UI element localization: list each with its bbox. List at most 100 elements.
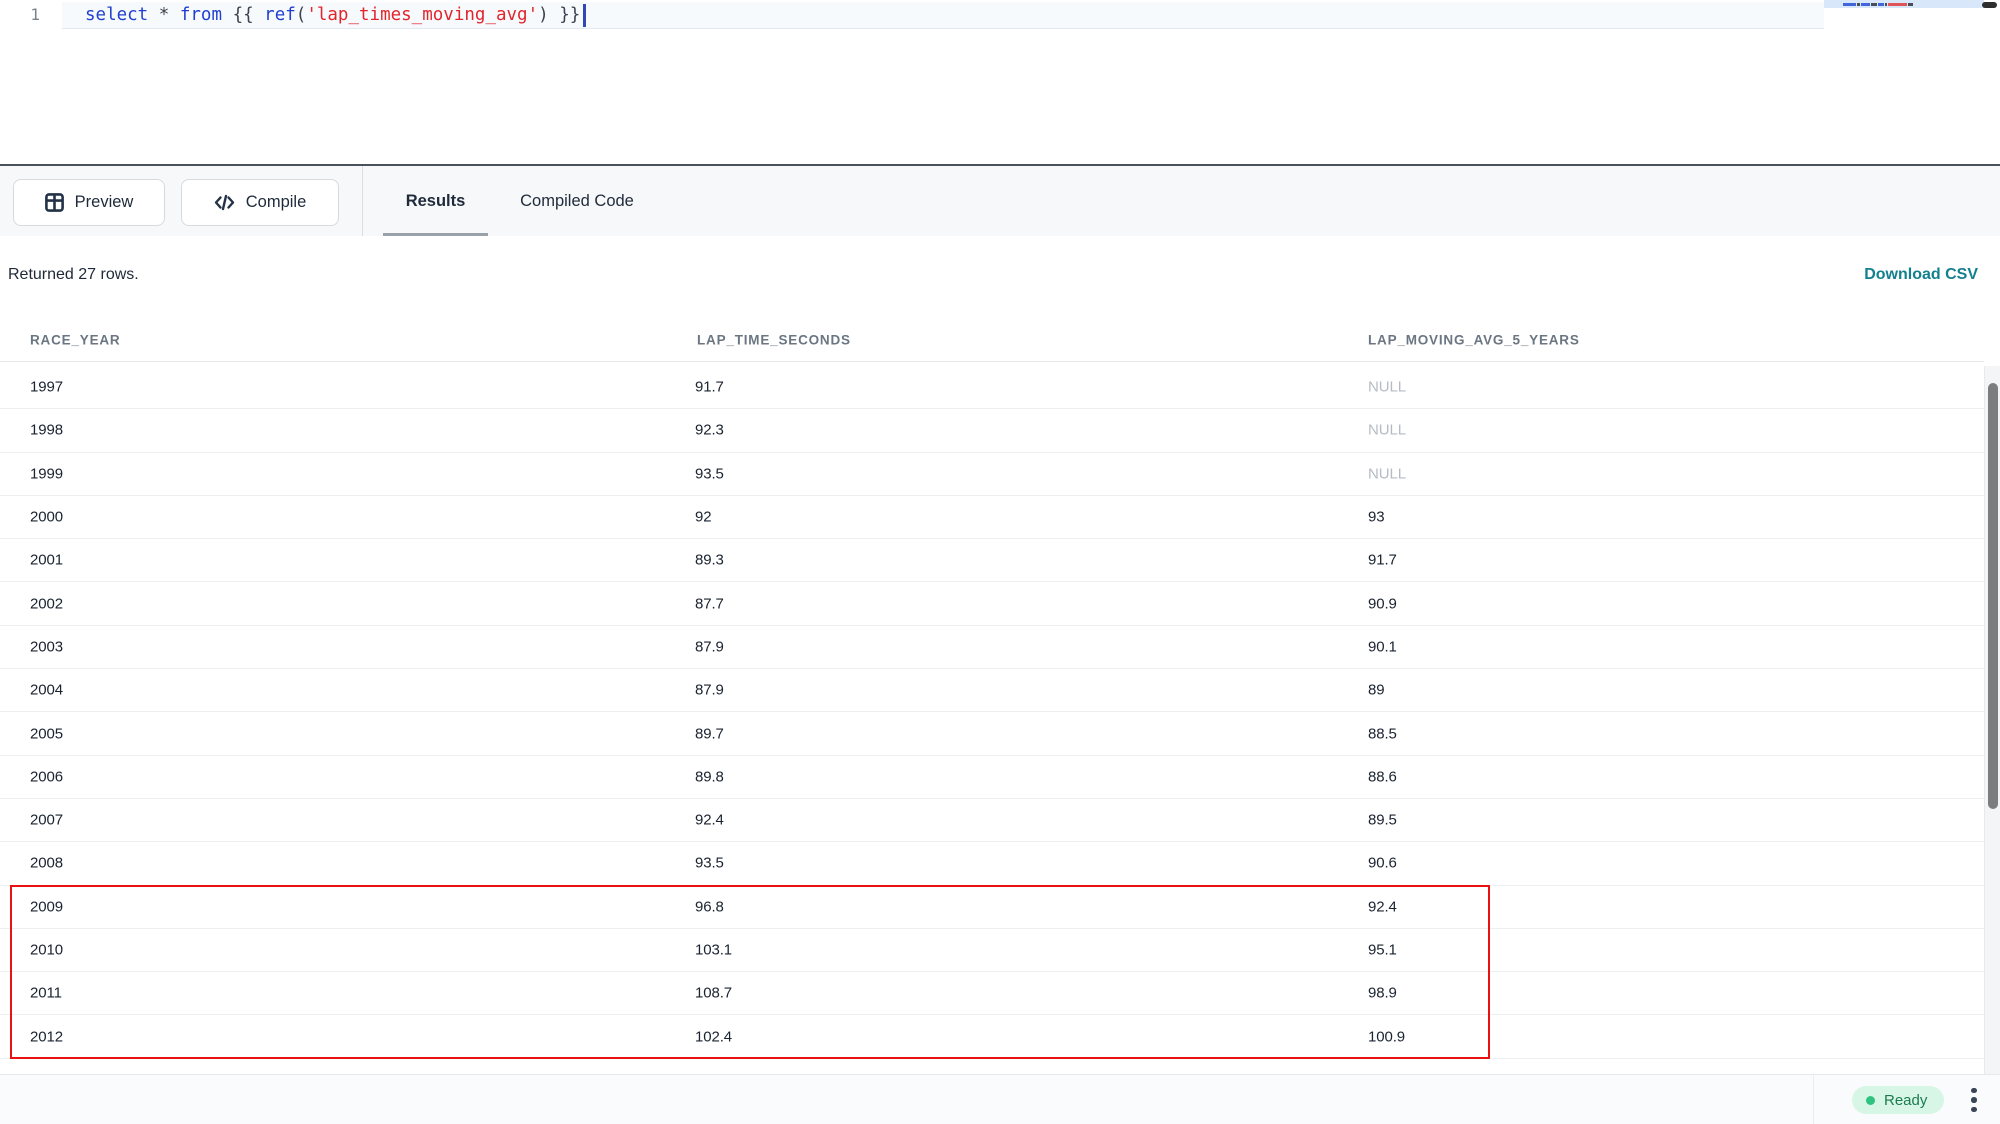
table-cell: 90.1 xyxy=(1368,638,1397,656)
table-cell: 96.8 xyxy=(695,898,724,916)
tab-compiled-code-label: Compiled Code xyxy=(520,191,634,210)
compile-button[interactable]: Compile xyxy=(181,179,339,226)
download-csv-link[interactable]: Download CSV xyxy=(1864,266,1978,283)
table-cell: 2010 xyxy=(30,941,63,959)
sql-editor-pane[interactable]: 1 select * from {{ ref('lap_times_moving… xyxy=(0,0,2000,164)
table-cell: 87.9 xyxy=(695,638,724,656)
line-number: 1 xyxy=(30,5,40,24)
table-cell: NULL xyxy=(1368,378,1406,396)
table-row[interactable]: 2008 93.5 90.6 xyxy=(0,842,1984,886)
preview-button[interactable]: Preview xyxy=(13,179,165,226)
pane-resize-divider[interactable] xyxy=(0,164,2000,166)
table-cell: 87.9 xyxy=(695,681,724,699)
table-row[interactable]: 2005 89.7 88.5 xyxy=(0,712,1984,756)
toolbar-divider xyxy=(362,166,363,236)
table-row[interactable]: 1999 93.5 NULL xyxy=(0,453,1984,496)
active-line-highlight xyxy=(62,2,1824,29)
table-row[interactable]: 2003 87.9 90.1 xyxy=(0,626,1984,670)
table-cell: 89.3 xyxy=(695,551,724,569)
table-row[interactable]: 2001 89.3 91.7 xyxy=(0,539,1984,583)
table-scrollbar-thumb[interactable] xyxy=(1988,383,1998,809)
table-cell: 1998 xyxy=(30,421,63,439)
table-cell: 100.9 xyxy=(1368,1028,1406,1046)
table-cell: 2001 xyxy=(30,551,63,569)
tab-compiled-code[interactable]: Compiled Code xyxy=(505,166,649,236)
table-cell: 89.5 xyxy=(1368,811,1397,829)
table-cell: 91.7 xyxy=(1368,551,1397,569)
table-cell: 89 xyxy=(1368,681,1385,699)
table-cell: 91.7 xyxy=(695,378,724,396)
table-cell: 98.9 xyxy=(1368,984,1397,1002)
table-row[interactable]: 2011 108.7 98.9 xyxy=(0,972,1984,1016)
status-bar-divider xyxy=(1813,1075,1814,1124)
table-cell: NULL xyxy=(1368,421,1406,439)
table-cell: 90.6 xyxy=(1368,854,1397,872)
table-cell: 89.8 xyxy=(695,768,724,786)
table-cell: 89.7 xyxy=(695,725,724,743)
table-row[interactable]: 1998 92.3 NULL xyxy=(0,409,1984,453)
table-row[interactable]: 2009 96.8 92.4 xyxy=(0,886,1984,929)
column-header-lap-moving-avg: LAP_MOVING_AVG_5_YEARS xyxy=(1368,332,1580,348)
results-panel: Returned 27 rows. Download CSV RACE_YEAR… xyxy=(0,236,2000,1074)
table-cell: 2004 xyxy=(30,681,63,699)
table-cell: 1997 xyxy=(30,378,63,396)
ready-status-badge: Ready xyxy=(1852,1086,1945,1114)
column-header-lap-time-seconds: LAP_TIME_SECONDS xyxy=(697,332,851,348)
table-row[interactable]: 2004 87.9 89 xyxy=(0,669,1984,713)
table-scrollbar-track[interactable] xyxy=(1984,366,2000,1074)
table-cell: 2011 xyxy=(30,984,62,1002)
table-cell: 2012 xyxy=(30,1028,63,1046)
table-cell: 87.7 xyxy=(695,595,724,613)
column-header-race-year: RACE_YEAR xyxy=(30,332,121,348)
code-line-row[interactable]: 1 select * from {{ ref('lap_times_moving… xyxy=(0,2,1845,29)
table-cell: 92.3 xyxy=(695,421,724,439)
minimap-marks xyxy=(1843,3,1913,6)
status-bar: Ready xyxy=(0,1074,2000,1124)
table-cell: 93 xyxy=(1368,508,1385,526)
table-cell: 88.6 xyxy=(1368,768,1397,786)
code-brackets-icon xyxy=(214,193,235,212)
table-row[interactable]: 2010 103.1 95.1 xyxy=(0,929,1984,973)
editor-minimap[interactable] xyxy=(1824,0,1984,8)
table-cell: 88.5 xyxy=(1368,725,1397,743)
table-cell: 2005 xyxy=(30,725,63,743)
tab-results[interactable]: Results xyxy=(383,166,488,236)
table-cell: 92 xyxy=(695,508,712,526)
table-row[interactable]: 1997 91.7 NULL xyxy=(0,366,1984,410)
table-cell: 90.9 xyxy=(1368,595,1397,613)
table-grid-icon xyxy=(44,193,64,212)
table-cell: 2008 xyxy=(30,854,63,872)
table-cell: 95.1 xyxy=(1368,941,1397,959)
table-cell: 108.7 xyxy=(695,984,733,1002)
table-cell: 93.5 xyxy=(695,854,724,872)
table-cell: 103.1 xyxy=(695,941,733,959)
table-cell: 2006 xyxy=(30,768,63,786)
table-row[interactable]: 2002 87.7 90.9 xyxy=(0,582,1984,626)
table-cell: 1999 xyxy=(30,465,63,483)
table-cell: 2003 xyxy=(30,638,63,656)
tab-results-label: Results xyxy=(405,191,466,210)
table-cell: 2002 xyxy=(30,595,63,613)
table-cell: 92.4 xyxy=(695,811,724,829)
editor-scrollbar-thumb[interactable] xyxy=(1982,2,1997,8)
table-row[interactable]: 2012 102.4 100.9 xyxy=(0,1015,1984,1059)
ready-status-label: Ready xyxy=(1884,1091,1928,1109)
table-row[interactable]: 2000 92 93 xyxy=(0,496,1984,540)
results-toolbar: Preview Compile Results Compiled Code xyxy=(0,166,2000,236)
table-row[interactable]: 2007 92.4 89.5 xyxy=(0,799,1984,843)
table-row[interactable]: 2006 89.8 88.6 xyxy=(0,756,1984,799)
table-cell: 102.4 xyxy=(695,1028,733,1046)
compile-button-label: Compile xyxy=(245,193,307,211)
table-cell: 93.5 xyxy=(695,465,724,483)
table-cell: 2007 xyxy=(30,811,63,829)
kebab-menu-icon[interactable] xyxy=(1966,1084,1982,1116)
code-line[interactable]: select * from {{ ref('lap_times_moving_a… xyxy=(85,5,581,25)
active-tab-underline xyxy=(383,232,488,236)
preview-button-label: Preview xyxy=(74,193,134,211)
results-rows: 1997 91.7 NULL 1998 92.3 NULL 1999 93.5 NULL 2000… xyxy=(0,366,1984,1060)
table-cell: 92.4 xyxy=(1368,898,1397,916)
text-cursor xyxy=(583,4,586,27)
table-cell: 2009 xyxy=(30,898,63,916)
table-cell: 2000 xyxy=(30,508,63,526)
row-count-summary: Returned 27 rows. xyxy=(8,266,139,283)
